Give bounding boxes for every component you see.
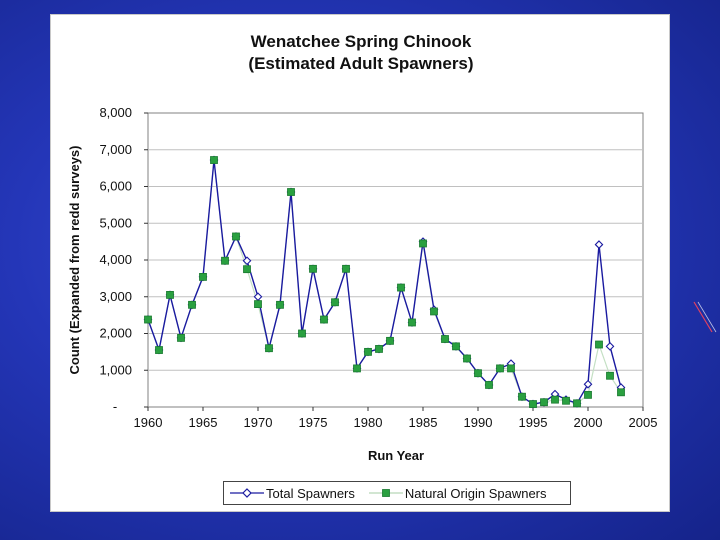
y-axis-title: Count (Expanded from redd surveys) <box>67 146 82 375</box>
x-tick-label: 1985 <box>409 415 438 430</box>
data-point-natural <box>320 315 328 324</box>
data-point-natural <box>606 371 614 380</box>
y-tick-label: - <box>113 399 117 414</box>
x-tick-label: 1965 <box>189 415 218 430</box>
legend: Total Spawners Natural Origin Spawners <box>223 481 571 505</box>
data-point-natural <box>419 239 427 248</box>
legend-item-natural: Natural Origin Spawners <box>368 485 547 501</box>
data-point-natural <box>441 335 449 343</box>
y-tick-label: 3,000 <box>99 289 132 304</box>
data-point-natural <box>562 396 570 405</box>
data-point-natural <box>221 256 229 265</box>
series-lines <box>143 155 626 409</box>
y-tick-label: 1,000 <box>99 362 132 377</box>
x-tick-label: 1970 <box>244 415 273 430</box>
data-point-total <box>583 379 593 389</box>
data-point-natural <box>540 398 548 407</box>
data-point-total <box>605 341 615 351</box>
data-point-natural <box>155 346 163 354</box>
data-point-natural <box>309 264 317 273</box>
x-axis-tick-labels: 1960 1965 1970 1975 1980 1985 1990 1995 2000 2005 <box>134 407 658 430</box>
data-point-natural <box>254 300 262 309</box>
data-point-natural <box>375 345 383 353</box>
y-tick-label: 5,000 <box>99 215 132 230</box>
x-tick-label: 1990 <box>464 415 493 430</box>
data-point-natural <box>573 399 581 408</box>
data-point-natural <box>452 342 460 351</box>
data-point-natural <box>529 400 537 408</box>
data-point-total <box>242 256 252 266</box>
gridlines <box>148 149 643 371</box>
y-tick-label: 6,000 <box>99 179 132 194</box>
data-point-natural <box>276 300 284 309</box>
data-point-natural <box>298 329 306 338</box>
data-point-natural <box>177 334 185 342</box>
chart-subtitle: (Estimated Adult Spawners) <box>248 54 474 73</box>
data-point-natural <box>265 344 273 353</box>
x-tick-label: 2005 <box>629 415 658 430</box>
chart-title: Wenatchee Spring Chinook <box>250 32 472 51</box>
legend-item-total: Total Spawners <box>230 486 355 501</box>
y-tick-label: 4,000 <box>99 252 132 267</box>
chart-title-block: Wenatchee Spring Chinook (Estimated Adul… <box>51 31 671 75</box>
data-point-natural <box>342 264 350 273</box>
data-point-natural <box>188 300 196 309</box>
y-tick-label: 8,000 <box>99 105 132 120</box>
data-point-natural <box>210 156 218 164</box>
data-point-natural <box>595 340 603 349</box>
x-tick-label: 1960 <box>134 415 163 430</box>
data-point-natural <box>364 347 372 356</box>
x-tick-label: 2000 <box>574 415 603 430</box>
data-point-natural <box>617 388 625 397</box>
data-point-natural <box>199 273 207 281</box>
data-point-natural <box>331 298 339 307</box>
data-point-natural <box>507 364 515 373</box>
legend-label-natural: Natural Origin Spawners <box>404 485 547 501</box>
data-point-natural <box>551 395 559 404</box>
data-point-natural <box>287 188 295 196</box>
y-tick-label: 2,000 <box>99 326 132 341</box>
data-point-natural <box>397 283 405 292</box>
data-point-natural <box>144 315 152 324</box>
x-tick-label: 1975 <box>299 415 328 430</box>
data-point-natural <box>584 390 592 399</box>
y-tick-label: 7,000 <box>99 142 132 157</box>
x-tick-label: 1980 <box>354 415 383 430</box>
data-point-natural <box>408 318 416 327</box>
data-point-natural <box>166 291 174 299</box>
data-point-natural <box>430 307 438 316</box>
y-axis-tick-labels: - 1,000 2,000 3,000 4,000 5,000 6,000 7,000 8,00… <box>99 105 148 414</box>
diamond-marker-icon <box>230 488 264 498</box>
data-point-natural <box>474 369 482 378</box>
x-tick-label: 1995 <box>519 415 548 430</box>
data-point-natural <box>518 392 526 401</box>
x-axis-title: Run Year <box>368 448 424 463</box>
square-marker-icon <box>368 489 403 497</box>
data-point-natural <box>353 364 361 373</box>
data-point-natural <box>485 381 493 389</box>
data-point-natural <box>463 354 471 363</box>
data-point-natural <box>496 364 504 373</box>
chart-panel: Wenatchee Spring Chinook (Estimated Adul… <box>50 14 670 512</box>
data-point-natural <box>232 232 240 241</box>
data-point-natural <box>243 265 251 274</box>
legend-label-total: Total Spawners <box>266 485 355 501</box>
slide-decoration-lines <box>693 301 717 333</box>
data-point-natural <box>386 336 394 345</box>
line-chart: - 1,000 2,000 3,000 4,000 5,000 6,000 7,000 8,00… <box>67 105 658 463</box>
data-point-total <box>594 240 604 249</box>
